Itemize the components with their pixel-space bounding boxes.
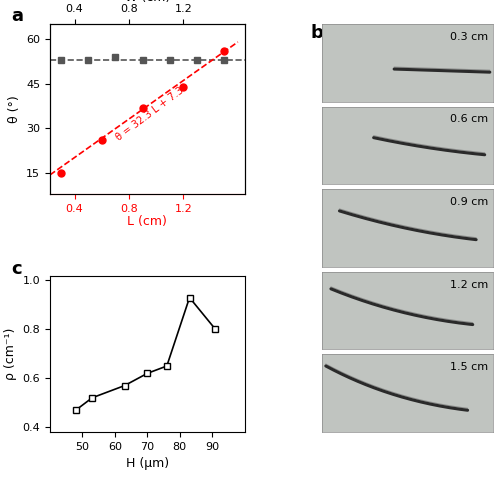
Text: c: c xyxy=(11,260,22,278)
Text: 0.9 cm: 0.9 cm xyxy=(450,197,488,207)
Text: b: b xyxy=(310,24,323,42)
Text: 1.5 cm: 1.5 cm xyxy=(450,362,488,372)
Text: θ = 32.3 L + 7.3: θ = 32.3 L + 7.3 xyxy=(114,86,186,143)
X-axis label: W (cm): W (cm) xyxy=(124,0,170,4)
Y-axis label: θ (°): θ (°) xyxy=(8,95,20,123)
Text: 1.2 cm: 1.2 cm xyxy=(450,279,488,289)
Text: 0.3 cm: 0.3 cm xyxy=(450,32,488,42)
Text: 0.6 cm: 0.6 cm xyxy=(450,114,488,124)
X-axis label: L (cm): L (cm) xyxy=(128,215,168,228)
Text: a: a xyxy=(11,7,23,25)
X-axis label: H (μm): H (μm) xyxy=(126,457,169,470)
Y-axis label: ρ (cm⁻¹): ρ (cm⁻¹) xyxy=(4,328,17,380)
